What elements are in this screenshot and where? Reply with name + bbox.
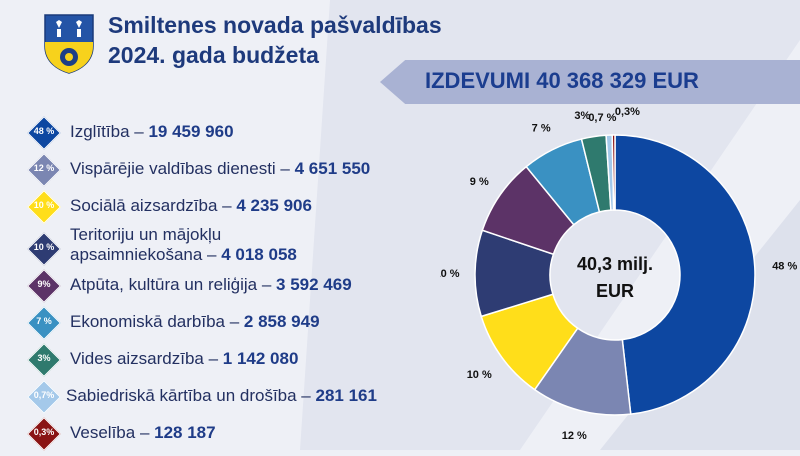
slice-label: 0,3% — [615, 106, 640, 118]
legend-item: 9% Atpūta, kultūra un reliģija – 3 592 4… — [27, 269, 450, 308]
header: Smiltenes novada pašvaldības 2024. gada … — [0, 0, 800, 80]
slice-label: 0,7 % — [588, 112, 616, 124]
legend-label-line1: Teritoriju un mājokļu — [70, 225, 222, 244]
legend-label: Vispārējie valdības dienesti – — [70, 159, 295, 178]
legend-item: 12 % Vispārējie valdības dienesti – 4 65… — [27, 153, 450, 192]
slice-label: 10 % — [467, 369, 492, 381]
legend-label: Ekonomiskā darbība – — [70, 312, 244, 331]
slice-label: 9 % — [470, 176, 489, 188]
legend-value: 2 858 949 — [243, 312, 320, 331]
title-line-1: Smiltenes novada pašvaldības — [108, 12, 442, 38]
legend-value: 1 142 080 — [222, 349, 299, 368]
slice-label: 7 % — [532, 122, 551, 134]
expenses-donut-chart: 48 % 12 % 10 % 10 % 9 % 7 % 3%0,7 %0,3% 40,3 m… — [440, 106, 797, 442]
legend-badge: 48 % — [33, 126, 55, 136]
center-label-line1: 40,3 milj. — [577, 254, 653, 274]
legend-item: 48 % Izglītība – 19 459 960 — [27, 116, 450, 155]
center-label-line2: EUR — [596, 281, 634, 301]
legend-badge: 10 % — [33, 242, 55, 252]
legend-label: Sabiedriskā kārtība un drošība – — [66, 386, 316, 405]
municipality-crest-logo — [44, 14, 94, 74]
legend-label: Veselība – — [70, 423, 155, 442]
slice-label: 3% — [574, 110, 590, 122]
slice-label: 12 % — [562, 430, 587, 442]
legend-label: Vides aizsardzība – — [70, 349, 223, 368]
expenses-banner-text: IZDEVUMI 40 368 329 EUR — [425, 68, 699, 93]
donut-slice — [614, 134, 756, 415]
legend-badge: 3% — [37, 353, 51, 363]
legend-label: apsaimniekošana – — [70, 245, 222, 264]
legend-item: 7 % Ekonomiskā darbība – 2 858 949 — [27, 306, 450, 345]
expenses-banner — [380, 60, 800, 104]
title-line-2: 2024. gada budžeta — [108, 42, 319, 68]
legend-item: 0,7% Sabiedriskā kārtība un drošība – 28… — [27, 380, 450, 419]
legend-badge: 12 % — [33, 163, 55, 173]
legend-item: 3% Vides aizsardzība – 1 142 080 — [27, 343, 450, 382]
legend-badge: 7 % — [36, 316, 52, 326]
legend-value: 19 459 960 — [148, 122, 234, 141]
legend-value: 4 235 906 — [236, 196, 312, 215]
legend-value: 4 651 550 — [294, 159, 371, 178]
page-title: Smiltenes novada pašvaldības 2024. gada … — [108, 10, 442, 70]
legend: 48 % Izglītība – 19 459 960 12 % Vispārē… — [27, 116, 450, 456]
legend-label: Izglītība – — [70, 122, 149, 141]
slice-label: 10 % — [440, 268, 460, 280]
legend-badge: 10 % — [33, 200, 55, 210]
legend-item: 10 % Teritoriju un mājokļu apsaimniekošan… — [27, 225, 450, 271]
slice-label: 48 % — [772, 260, 797, 272]
legend-label: Atpūta, kultūra un reliģija – — [70, 275, 277, 294]
legend-value: 3 592 469 — [276, 275, 352, 294]
legend-item: 0,3% Veselība – 128 187 — [27, 417, 450, 456]
legend-value: 128 187 — [154, 423, 216, 442]
legend-badge: 0,7% — [33, 390, 55, 400]
legend-item: 10 % Sociālā aizsardzība – 4 235 906 — [27, 190, 450, 229]
legend-value: 281 161 — [315, 386, 377, 405]
legend-label: Sociālā aizsardzība – — [70, 196, 237, 215]
legend-badge: 9% — [37, 279, 51, 289]
legend-value: 4 018 058 — [221, 245, 297, 264]
donut-slice — [611, 134, 616, 211]
legend-badge: 0,3% — [33, 427, 55, 437]
